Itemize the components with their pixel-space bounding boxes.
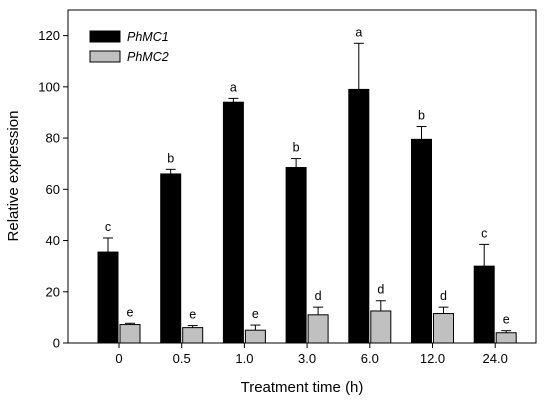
bar-phmc1-1.0 — [222, 101, 244, 344]
bar-phmc1-3.0 — [285, 167, 307, 344]
bar-phmc2-1.0 — [244, 329, 266, 344]
x-tick-label: 0.5 — [173, 351, 191, 366]
bar-phmc1-24.0 — [473, 265, 495, 344]
y-tick-label: 0 — [53, 336, 60, 351]
significance-letter-phmc2: d — [440, 289, 447, 303]
bar-phmc1-0 — [97, 251, 119, 344]
y-axis-title: Relative expression — [5, 111, 22, 242]
significance-letter-phmc1: b — [293, 141, 300, 155]
bar-phmc2-12.0 — [433, 313, 454, 344]
significance-letter-phmc2: d — [377, 283, 384, 297]
legend: PhMC1 PhMC2 — [89, 30, 169, 64]
y-tick-label: 40 — [46, 233, 60, 248]
x-axis-title: Treatment time (h) — [241, 379, 364, 396]
significance-letter-phmc1: c — [105, 220, 111, 234]
legend-swatch-phmc1 — [89, 30, 121, 43]
y-tick-label: 80 — [46, 131, 60, 146]
significance-letter-phmc1: c — [481, 226, 487, 240]
y-tick-label: 20 — [46, 284, 60, 299]
legend-label-phmc1: PhMC1 — [127, 30, 169, 44]
bar-phmc2-6.0 — [370, 310, 392, 344]
bar-phmc2-0 — [119, 324, 141, 344]
bar-phmc1-6.0 — [348, 88, 370, 344]
significance-letter-phmc2: e — [503, 313, 510, 327]
x-tick-label: 0 — [115, 351, 122, 366]
y-tick-label: 100 — [38, 79, 60, 94]
y-tick-label: 120 — [38, 28, 60, 43]
significance-letter-phmc1: b — [418, 109, 425, 123]
x-tick-label: 1.0 — [235, 351, 253, 366]
significance-letter-phmc2: d — [315, 289, 322, 303]
x-tick-label: 24.0 — [483, 351, 508, 366]
bar-phmc2-3.0 — [307, 314, 329, 344]
significance-letter-phmc1: b — [167, 151, 174, 165]
y-tick-label: 60 — [46, 182, 60, 197]
x-tick-label: 12.0 — [420, 351, 445, 366]
x-tick-label: 6.0 — [361, 351, 379, 366]
bar-phmc1-0.5 — [160, 173, 182, 344]
legend-label-phmc2: PhMC2 — [127, 50, 169, 64]
significance-letter-phmc1: a — [355, 25, 362, 39]
bar-phmc2-24.0 — [495, 332, 517, 344]
bar-phmc1-12.0 — [411, 138, 432, 344]
significance-letter-phmc2: e — [252, 307, 259, 321]
legend-swatch-phmc2 — [89, 50, 121, 63]
bar-phmc2-0.5 — [182, 327, 204, 344]
x-tick-label: 3.0 — [298, 351, 316, 366]
bar-marks: c b a b a b c e e e d d d e — [97, 25, 517, 344]
significance-letter-phmc2: e — [127, 305, 134, 319]
significance-letter-phmc2: e — [189, 308, 196, 322]
x-axis: 0 0.5 1.0 3.0 6.0 12.0 24.0 — [115, 343, 508, 366]
significance-letter-phmc1: a — [230, 80, 237, 94]
y-axis: 0 20 40 60 80 100 120 — [38, 28, 68, 351]
